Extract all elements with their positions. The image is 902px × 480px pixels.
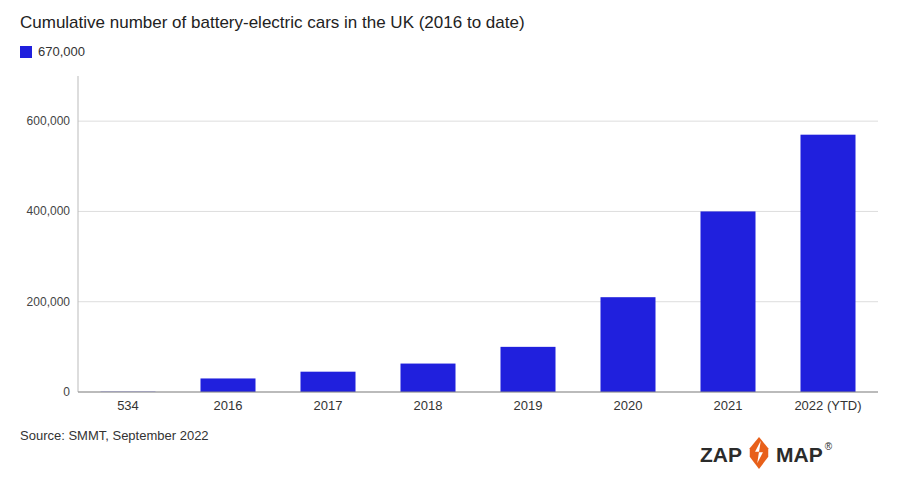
logo-pin (750, 437, 768, 469)
bar (701, 211, 756, 392)
y-axis-line (78, 76, 79, 392)
grid-line (78, 121, 878, 122)
bar (501, 347, 556, 392)
bar (201, 378, 256, 392)
y-tick-label: 400,000 (27, 204, 71, 218)
grid-line (78, 301, 878, 302)
x-tick-label: 2019 (514, 398, 543, 413)
x-tick-label: 2018 (414, 398, 443, 413)
logo-text: ZAP (700, 443, 742, 466)
chart-container: Cumulative number of battery-electric ca… (0, 0, 902, 480)
x-tick-label: 2021 (714, 398, 743, 413)
bar (601, 297, 656, 392)
legend: 670,000 (20, 44, 85, 59)
y-tick-label: 200,000 (27, 295, 71, 309)
grid-line (78, 392, 878, 393)
chart: Cumulative number of battery-electric ca… (0, 0, 902, 480)
legend-label: 670,000 (38, 44, 85, 59)
y-tick-label: 0 (63, 385, 70, 399)
source-note: Source: SMMT, September 2022 (20, 428, 209, 443)
x-axis-line (78, 392, 878, 393)
y-axis: 0 200,000 400,000 600,000 (27, 114, 878, 399)
x-tick-label: 534 (117, 398, 139, 413)
logo-mark: ® (825, 441, 833, 452)
legend-swatch (20, 46, 32, 58)
grid-line (78, 211, 878, 212)
title: Cumulative number of battery-electric ca… (20, 13, 525, 32)
bar (301, 372, 356, 392)
logo: ZAP MAP® (700, 437, 833, 469)
x-tick-label: 2020 (614, 398, 643, 413)
bars (101, 135, 856, 392)
logo-bolt (755, 441, 763, 463)
logo-text: MAP (776, 443, 823, 466)
x-tick-label: 2017 (314, 398, 343, 413)
background (0, 0, 902, 480)
bar (401, 364, 456, 392)
bar (801, 135, 856, 392)
x-axis: 534 2016 2017 2018 2019 2020 2021 2022 (YTD) (117, 398, 861, 413)
x-tick-label: 2022 (YTD) (794, 398, 861, 413)
y-tick-label: 600,000 (27, 114, 71, 128)
x-tick-label: 2016 (214, 398, 243, 413)
